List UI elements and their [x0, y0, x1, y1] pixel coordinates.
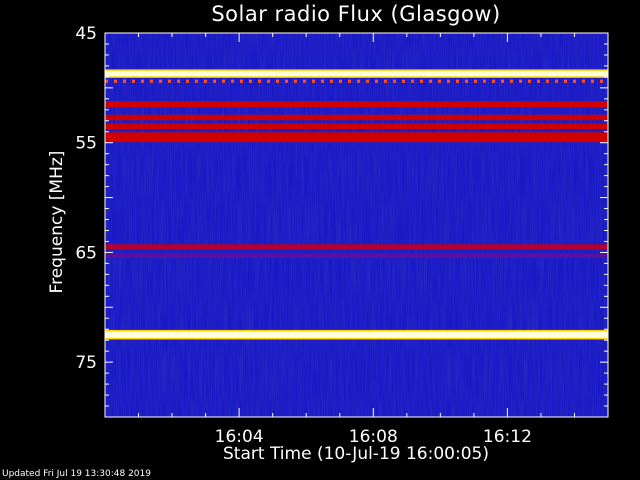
x-tick-label-2: 16:12 [483, 427, 532, 447]
plot-noise-texture [105, 33, 608, 417]
band-0 [105, 70, 608, 77]
x-tick-label-0: 16:04 [215, 427, 264, 447]
spectrogram-bands [105, 69, 608, 340]
y-axis-ticks: 45 55 65 75 [75, 24, 608, 418]
chart-title: Solar radio Flux (Glasgow) [211, 2, 501, 26]
band-6 [105, 244, 608, 250]
band-8 [105, 331, 608, 339]
band-4 [105, 123, 608, 129]
band-3 [105, 114, 608, 121]
x-axis-label: Start Time (10-Jul-19 16:00:05) [223, 444, 489, 464]
y-tick-label-2: 55 [75, 134, 97, 154]
x-axis-ticks: 16:04 16:08 16:12 [138, 33, 575, 447]
y-tick-label-4: 65 [75, 243, 97, 263]
band-7 [105, 253, 608, 258]
x-tick-label-1: 16:08 [349, 427, 398, 447]
band-2 [105, 101, 608, 108]
plot-frame [104, 32, 609, 418]
y-axis-label: Frequency [MHz] [47, 150, 67, 294]
y-tick-label-6: 75 [75, 353, 97, 373]
band-5 [105, 132, 608, 143]
updated-timestamp: Updated Fri Jul 19 13:30:48 2019 [2, 469, 151, 479]
y-tick-label-0: 45 [75, 24, 97, 44]
